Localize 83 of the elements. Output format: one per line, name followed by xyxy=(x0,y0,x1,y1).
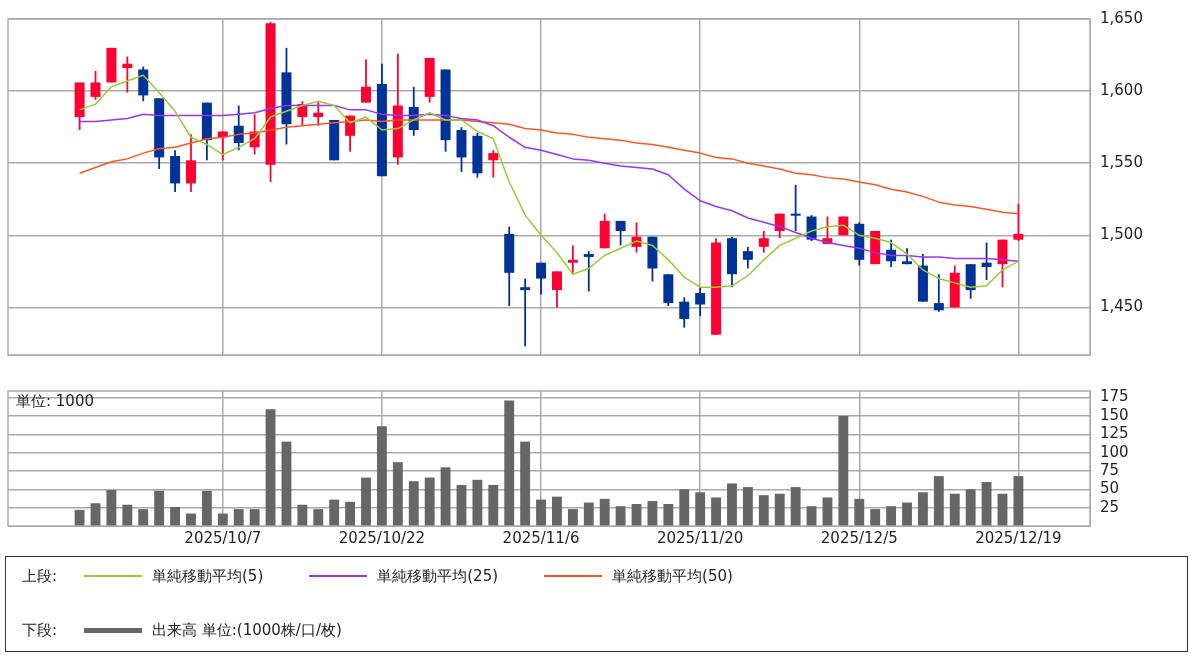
bar xyxy=(933,476,944,526)
bar xyxy=(552,496,562,526)
bar xyxy=(138,509,149,526)
bar xyxy=(329,499,340,526)
bar xyxy=(122,504,133,526)
candlestick xyxy=(520,278,531,347)
bar xyxy=(504,400,515,526)
bar xyxy=(742,487,753,526)
bar xyxy=(201,490,212,526)
bar xyxy=(536,499,546,526)
bar xyxy=(599,498,610,526)
bar xyxy=(838,415,849,526)
bar xyxy=(615,506,626,526)
annotation: 単位: 1000 xyxy=(16,392,94,411)
bar xyxy=(790,487,801,526)
legend-title: 下段: xyxy=(22,620,59,640)
bar xyxy=(902,502,912,526)
bar xyxy=(74,509,85,526)
bar xyxy=(949,493,960,526)
x-tick-label: 2025/11/20 xyxy=(656,528,744,547)
bar xyxy=(265,409,276,526)
bar xyxy=(440,467,451,526)
bar xyxy=(345,501,356,526)
bar xyxy=(170,506,181,526)
candlestick xyxy=(583,251,594,292)
bar xyxy=(392,462,403,526)
bar xyxy=(917,492,928,526)
x-tick-label: 2025/10/7 xyxy=(184,528,262,547)
bar xyxy=(154,490,165,526)
bar xyxy=(647,501,658,526)
y-tick-label: 1,650 xyxy=(1100,8,1143,27)
bar xyxy=(313,509,324,526)
bar xyxy=(297,504,308,526)
y-tick-label: 100 xyxy=(1100,442,1129,461)
bar xyxy=(488,484,499,526)
legend-title: 上段: xyxy=(22,566,59,586)
bar xyxy=(376,426,387,526)
bar xyxy=(106,490,117,526)
y-tick-label: 1,500 xyxy=(1100,225,1143,244)
bar xyxy=(854,498,865,526)
bar xyxy=(886,506,897,526)
candlestick xyxy=(567,245,578,273)
x-tick-label: 2025/12/5 xyxy=(820,528,898,547)
legend-label: 単純移動平均(25) xyxy=(377,566,499,586)
x-tick-label: 2025/12/19 xyxy=(975,528,1062,547)
bar xyxy=(567,509,578,526)
y-tick-label: 175 xyxy=(1100,387,1129,406)
bar xyxy=(758,495,769,526)
bar xyxy=(361,477,371,526)
y-tick-label: 1,600 xyxy=(1100,80,1143,99)
bar xyxy=(965,489,976,526)
bar xyxy=(727,483,737,526)
bar xyxy=(663,503,674,526)
bar xyxy=(408,481,419,526)
bar xyxy=(520,441,531,526)
bar xyxy=(679,489,690,526)
legend-label: 出来高 単位:(1000株/口/枚) xyxy=(152,620,342,640)
x-tick-label: 2025/11/6 xyxy=(502,528,580,547)
bar xyxy=(870,509,881,526)
bar xyxy=(981,481,992,526)
y-tick-label: 150 xyxy=(1100,405,1129,424)
candlestick xyxy=(790,184,801,231)
y-tick-label: 1,550 xyxy=(1100,153,1143,172)
bar xyxy=(1013,476,1024,526)
bar xyxy=(249,509,260,526)
bar xyxy=(472,479,483,526)
legend-label: 単純移動平均(5) xyxy=(152,566,264,586)
bar xyxy=(695,492,706,526)
x-tick-label: 2025/10/22 xyxy=(338,528,426,547)
bar xyxy=(583,502,594,526)
bar xyxy=(424,477,435,526)
bar xyxy=(774,493,785,526)
y-tick-label: 50 xyxy=(1100,479,1120,498)
y-tick-label: 1,450 xyxy=(1100,297,1143,316)
y-tick-label: 125 xyxy=(1100,424,1129,443)
bar xyxy=(233,509,244,526)
y-tick-label: 75 xyxy=(1100,460,1120,479)
legend-label: 単純移動平均(50) xyxy=(612,566,733,586)
bar xyxy=(281,441,292,526)
candlestick xyxy=(122,56,133,93)
candlestick xyxy=(1013,203,1024,242)
bar xyxy=(711,497,722,526)
y-tick-label: 25 xyxy=(1100,497,1120,516)
